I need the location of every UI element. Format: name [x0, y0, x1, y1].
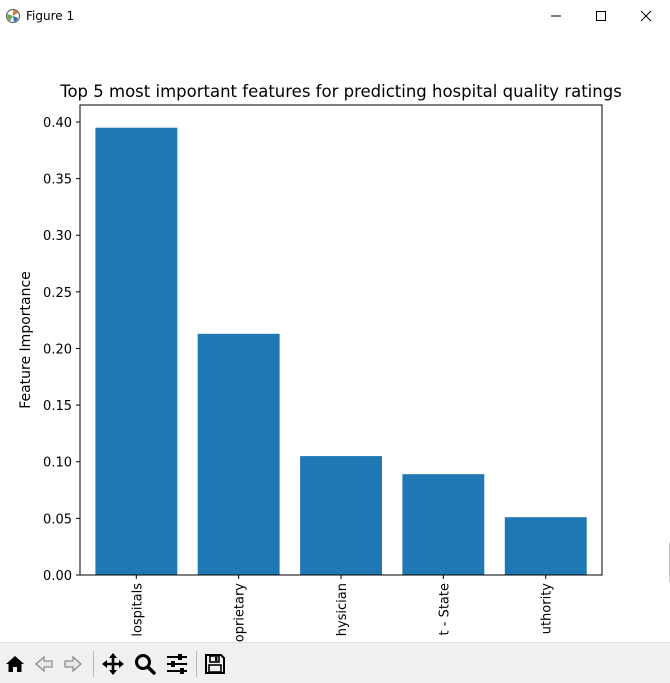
pan-icon — [102, 653, 124, 675]
x-tick-label: oprietary — [233, 583, 248, 642]
back-arrow-icon — [35, 655, 53, 673]
save-button[interactable] — [201, 650, 229, 678]
bar-2 — [197, 333, 280, 575]
forward-arrow-icon — [64, 655, 82, 673]
y-tick-label: 0.15 — [43, 399, 72, 414]
home-button[interactable] — [1, 650, 29, 678]
bar-chart: Top 5 most important features for predic… — [18, 82, 622, 642]
y-tick-label: 0.30 — [43, 229, 72, 244]
zoom-icon — [135, 654, 156, 675]
y-tick-label: 0.40 — [43, 116, 72, 131]
y-tick-label: 0.00 — [43, 569, 72, 584]
y-axis-label: Feature Importance — [18, 271, 34, 409]
x-tick-label: hysician — [335, 583, 350, 636]
toolbar-separator — [196, 651, 197, 677]
navigation-toolbar — [0, 642, 670, 683]
x-tick-label: t - State — [437, 583, 452, 635]
y-tick-label: 0.05 — [43, 512, 72, 527]
maximize-icon — [595, 11, 606, 21]
window-titlebar: Figure 1 — [0, 0, 670, 32]
bar-3 — [300, 456, 382, 575]
back-button[interactable] — [30, 650, 58, 678]
y-tick-label: 0.10 — [43, 456, 72, 471]
toolbar-separator — [93, 651, 94, 677]
forward-button[interactable] — [59, 650, 87, 678]
x-tick-label: uthority — [540, 583, 555, 635]
minimize-icon — [550, 15, 561, 17]
pan-button[interactable] — [99, 650, 127, 678]
bar-4 — [402, 474, 485, 575]
bar-5 — [504, 517, 587, 575]
minimize-button[interactable] — [533, 0, 578, 32]
maximize-button[interactable] — [578, 0, 623, 32]
figure-canvas[interactable]: Top 5 most important features for predic… — [0, 32, 670, 642]
save-icon — [205, 654, 225, 674]
chart-title: Top 5 most important features for predic… — [59, 82, 622, 101]
close-icon — [640, 10, 651, 22]
zoom-button[interactable] — [131, 650, 159, 678]
x-tick-label: lospitals — [130, 583, 145, 637]
bar-1 — [95, 127, 178, 575]
y-tick-label: 0.20 — [43, 342, 72, 357]
home-icon — [6, 656, 24, 672]
configure-subplots-icon — [167, 654, 187, 674]
configure-subplots-button[interactable] — [163, 650, 191, 678]
y-tick-label: 0.35 — [43, 173, 72, 188]
window-title: Figure 1 — [26, 9, 75, 23]
close-button[interactable] — [623, 0, 668, 32]
matplotlib-logo-icon — [6, 9, 20, 23]
y-tick-label: 0.25 — [43, 286, 72, 301]
